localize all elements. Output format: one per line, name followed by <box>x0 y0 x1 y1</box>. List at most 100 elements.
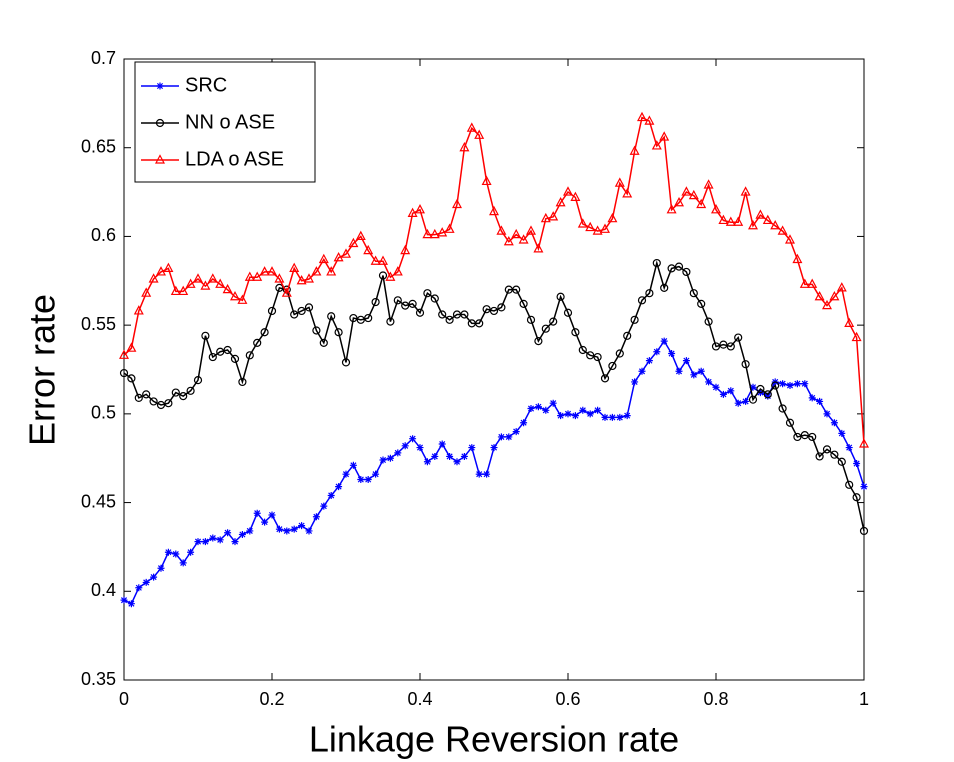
marker <box>179 559 187 567</box>
marker <box>533 243 544 253</box>
marker <box>594 406 602 414</box>
marker <box>200 280 211 290</box>
marker <box>734 333 743 342</box>
marker <box>394 449 402 457</box>
marker <box>460 452 468 460</box>
marker <box>446 452 454 460</box>
marker <box>489 205 499 216</box>
y-tick-label: 0.7 <box>91 48 116 68</box>
marker <box>829 290 840 301</box>
marker <box>445 315 454 324</box>
marker <box>296 275 307 285</box>
marker <box>164 399 173 408</box>
marker <box>275 283 284 292</box>
marker <box>475 470 483 478</box>
marker <box>363 244 374 255</box>
marker <box>134 393 143 402</box>
marker <box>534 337 543 346</box>
marker <box>459 141 470 152</box>
marker <box>853 460 861 468</box>
marker <box>453 458 461 466</box>
marker <box>452 198 462 209</box>
y-tick-label: 0.45 <box>81 491 116 511</box>
marker <box>830 419 838 427</box>
marker <box>785 418 795 427</box>
marker <box>252 271 263 281</box>
marker <box>444 223 455 233</box>
marker <box>505 433 513 441</box>
marker <box>311 266 322 276</box>
marker <box>423 458 431 466</box>
marker <box>578 345 587 355</box>
marker <box>585 221 596 232</box>
marker <box>807 278 818 288</box>
marker <box>304 273 314 283</box>
marker <box>483 470 491 478</box>
marker <box>267 266 277 276</box>
marker <box>860 483 868 491</box>
marker <box>645 357 653 365</box>
marker <box>615 349 624 358</box>
marker <box>185 278 196 288</box>
marker <box>527 405 535 413</box>
marker <box>622 188 633 198</box>
marker <box>482 305 491 314</box>
marker <box>281 287 292 297</box>
marker <box>548 211 559 221</box>
marker <box>231 538 239 546</box>
marker <box>386 454 394 462</box>
marker <box>238 531 246 539</box>
y-tick-label: 0.5 <box>91 403 116 423</box>
marker <box>142 578 150 586</box>
marker <box>216 536 224 544</box>
marker <box>801 380 809 388</box>
marker <box>408 299 417 308</box>
marker <box>718 214 729 225</box>
marker <box>430 294 439 303</box>
marker <box>312 513 320 521</box>
marker <box>557 412 565 420</box>
marker <box>586 410 594 418</box>
y-axis-label: Error rate <box>22 294 63 446</box>
marker <box>423 289 432 298</box>
marker <box>275 525 283 533</box>
marker <box>571 328 580 337</box>
y-tick-label: 0.4 <box>91 580 116 600</box>
marker <box>312 326 321 335</box>
marker <box>142 390 151 399</box>
x-axis-label: Linkage Reversion rate <box>309 719 679 760</box>
marker <box>741 360 750 369</box>
marker <box>393 296 402 305</box>
marker <box>497 303 506 312</box>
marker <box>608 413 616 421</box>
marker <box>237 294 248 304</box>
marker <box>540 212 551 223</box>
series-line <box>123 260 865 532</box>
marker <box>319 338 328 347</box>
marker <box>187 548 195 556</box>
marker <box>690 371 698 379</box>
marker <box>674 196 684 207</box>
marker <box>438 310 447 319</box>
marker <box>579 406 587 414</box>
marker <box>378 255 388 265</box>
marker <box>334 328 343 337</box>
marker <box>253 338 262 347</box>
marker <box>703 179 714 189</box>
marker <box>592 225 603 235</box>
marker <box>127 374 136 383</box>
marker <box>777 225 788 235</box>
marker <box>438 440 446 448</box>
marker <box>379 456 387 464</box>
marker <box>490 444 498 452</box>
marker <box>651 140 662 150</box>
marker <box>372 470 380 478</box>
marker <box>320 502 328 510</box>
marker <box>253 509 261 517</box>
marker <box>224 529 232 537</box>
marker <box>120 596 128 604</box>
marker <box>155 154 165 164</box>
marker <box>460 310 469 319</box>
marker <box>164 548 172 556</box>
